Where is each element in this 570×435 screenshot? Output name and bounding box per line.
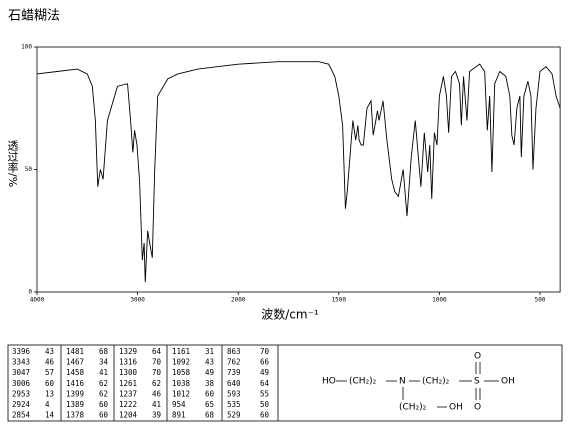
- table-cell: 529: [227, 411, 241, 420]
- table-cell: 1300: [119, 368, 138, 377]
- table-cell: 1416: [66, 379, 85, 388]
- table-cell: 49: [260, 368, 269, 377]
- table-cell: 34: [99, 358, 109, 367]
- x-tick-label: 4000: [30, 297, 45, 304]
- y-axis-label: 透过率/%: [6, 140, 19, 187]
- table-cell: 60: [260, 411, 270, 420]
- group: (CH₂)₂: [349, 377, 377, 387]
- table-cell: 1161: [172, 347, 190, 356]
- table-cell: 762: [227, 358, 241, 367]
- atom: O: [474, 352, 481, 362]
- table-cell: 739: [227, 368, 241, 377]
- group: (CH₂)₂: [422, 377, 450, 387]
- table-cell: 62: [152, 379, 161, 388]
- table-cell: 31: [205, 347, 214, 356]
- table-cell: 1012: [172, 389, 190, 398]
- atom: O: [474, 403, 481, 413]
- table-cell: 41: [99, 368, 108, 377]
- table-cell: 64: [260, 379, 270, 388]
- table-cell: 1222: [119, 400, 137, 409]
- atom: OH: [501, 377, 515, 387]
- x-tick-label: 1000: [432, 297, 447, 304]
- table-cell: 13: [45, 389, 54, 398]
- table-cell: 70: [260, 347, 270, 356]
- spectrum-line: [36, 61, 561, 283]
- table-cell: 50: [260, 400, 270, 409]
- table-cell: 1316: [119, 358, 138, 367]
- table-cell: 70: [152, 358, 162, 367]
- structure: HO (CH₂)₂ N (CH₂)₂ S OH O O (CH₂)₂ OH: [322, 352, 515, 413]
- table-cell: 1204: [119, 411, 138, 420]
- table-cell: 60: [99, 411, 109, 420]
- table-cell: 60: [205, 389, 215, 398]
- table-cell: 38: [205, 379, 215, 388]
- table-cell: 46: [45, 358, 55, 367]
- table-cell: 891: [172, 411, 186, 420]
- table-cell: 1458: [66, 368, 85, 377]
- table-cell: 43: [205, 358, 214, 367]
- x-tick-label: 500: [535, 297, 546, 304]
- table-cell: 1389: [66, 400, 84, 409]
- x-tick-label: 3000: [130, 297, 145, 304]
- table-cell: 57: [45, 368, 54, 377]
- table-cell: 46: [152, 389, 162, 398]
- plot-frame: [36, 46, 561, 293]
- page-title: 石蜡糊法: [8, 8, 60, 24]
- table-cell: 954: [172, 400, 186, 409]
- table-cell: 68: [205, 411, 215, 420]
- table-cell: 3047: [12, 368, 30, 377]
- table-cell: 14: [45, 411, 55, 420]
- table-cell: 60: [45, 379, 55, 388]
- table-cell: 2854: [12, 411, 31, 420]
- y-tick-label: 100: [21, 44, 32, 51]
- table-cell: 2924: [12, 400, 31, 409]
- table-cell: 60: [99, 400, 109, 409]
- table-cell: 55: [260, 389, 269, 398]
- table-cell: 1467: [66, 358, 84, 367]
- atom: S: [474, 377, 480, 387]
- table-cell: 41: [152, 400, 161, 409]
- table-cell: 1038: [172, 379, 191, 388]
- table-cell: 1399: [66, 389, 84, 398]
- table-cell: 66: [260, 358, 270, 367]
- table-cell: 70: [152, 368, 162, 377]
- table-cell: 64: [152, 347, 162, 356]
- y-tick-label: 0: [28, 289, 32, 296]
- table-cell: 65: [205, 400, 214, 409]
- table-cell: 1378: [66, 411, 85, 420]
- table-border: [7, 344, 563, 422]
- table-cell: 68: [99, 347, 109, 356]
- table-cell: 1092: [172, 358, 190, 367]
- table-cell: 39: [152, 411, 161, 420]
- atom: N: [399, 377, 406, 387]
- group: (CH₂)₂: [399, 403, 427, 413]
- table-cell: 863: [227, 347, 241, 356]
- x-tick-label: 1500: [332, 297, 347, 304]
- table-cell: 49: [205, 368, 214, 377]
- table-cell: 1237: [119, 389, 137, 398]
- table-cell: 593: [227, 389, 241, 398]
- table-cell: 2953: [12, 389, 30, 398]
- table-cell: 535: [227, 400, 241, 409]
- table-cell: 3343: [12, 358, 30, 367]
- table-cell: 4: [45, 400, 50, 409]
- table-cell: 43: [45, 347, 54, 356]
- atom: HO: [322, 377, 336, 387]
- x-axis-label: 波数/cm⁻¹: [261, 307, 319, 322]
- table-cell: 640: [227, 379, 241, 388]
- table-cell: 62: [99, 379, 108, 388]
- table-cell: 1329: [119, 347, 137, 356]
- y-tick-label: 50: [25, 166, 33, 173]
- table-cell: 1058: [172, 368, 191, 377]
- x-tick-label: 2000: [231, 297, 246, 304]
- table-cell: 62: [99, 389, 108, 398]
- table-cell: 3006: [12, 379, 31, 388]
- table-cell: 3396: [12, 347, 31, 356]
- atom: OH: [449, 403, 463, 413]
- table-cell: 1481: [66, 347, 84, 356]
- table-cell: 1261: [119, 379, 137, 388]
